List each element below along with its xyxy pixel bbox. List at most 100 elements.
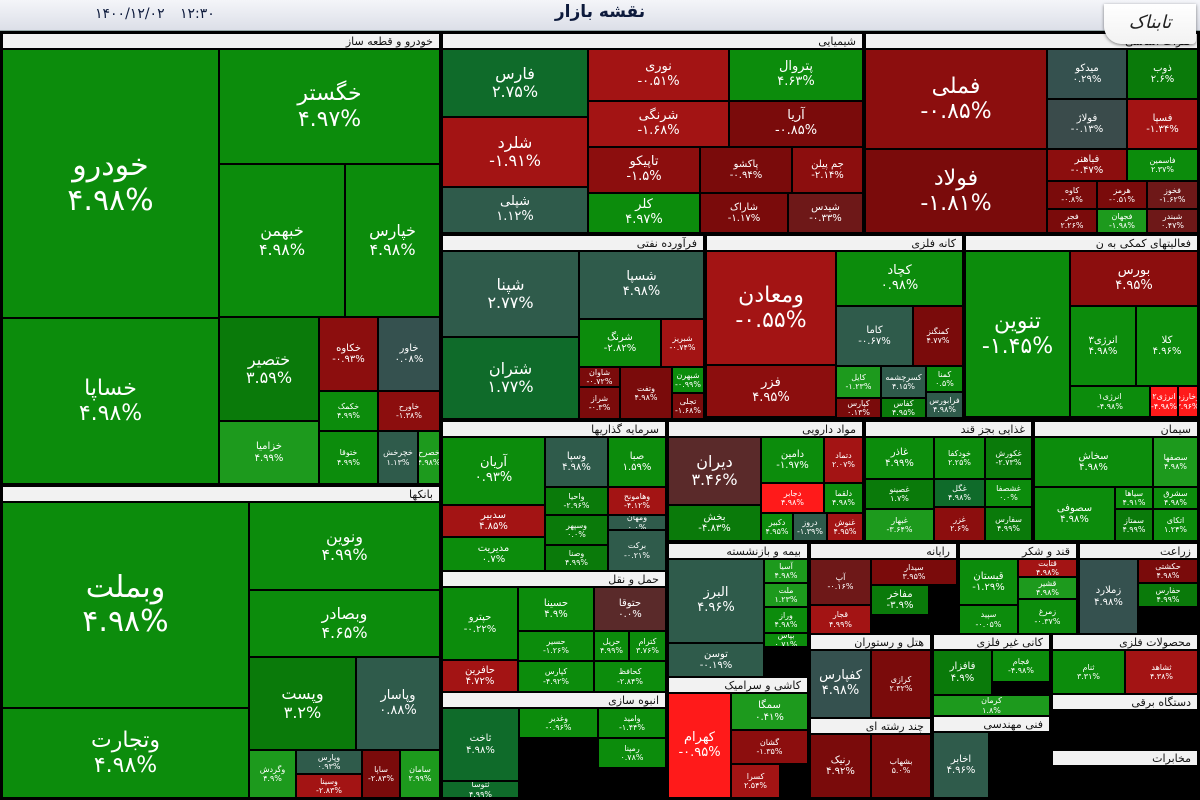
stock-tile[interactable]: کاما -۰.۶۷% <box>836 306 913 366</box>
stock-tile[interactable]: نوری -۰.۵۱% <box>588 49 729 101</box>
stock-tile[interactable]: مدیریت ۰.۷% <box>442 537 545 571</box>
stock-tile[interactable]: کفپارس ۴.۹۸% <box>810 650 871 718</box>
stock-tile[interactable]: سمگا ۰.۴۱% <box>731 693 808 730</box>
stock-tile[interactable]: تاپیکو -۱.۵% <box>588 147 700 193</box>
stock-tile[interactable]: قجار ۴.۹۹% <box>810 605 871 634</box>
sector-header[interactable]: بانکها <box>2 486 440 502</box>
stock-tile[interactable]: حکشتی ۴.۹۸% <box>1138 559 1198 583</box>
stock-tile[interactable]: بپاس ۰.۷۱% <box>764 633 808 647</box>
stock-tile[interactable]: اتکای ۱.۲۴% <box>1153 509 1198 541</box>
stock-tile[interactable]: کرازی ۲.۳۲% <box>871 650 931 718</box>
stock-tile[interactable]: غاذر ۴.۹۹% <box>865 437 934 479</box>
stock-tile[interactable]: دروز -۱.۳۹% <box>793 513 827 541</box>
stock-tile[interactable]: کهرام -۰.۹۵% <box>668 693 731 798</box>
sector-header[interactable]: کانه فلزی <box>706 235 963 251</box>
stock-tile[interactable]: کحافظ -۲.۸۴% <box>594 661 666 692</box>
stock-tile[interactable]: وپست ۳.۲% <box>249 657 356 750</box>
stock-tile[interactable]: فملی -۰.۸۵% <box>865 49 1047 149</box>
stock-tile[interactable]: گشان -۱.۳۵% <box>731 730 808 764</box>
stock-tile[interactable]: غبهار -۳.۶۴% <box>865 509 934 541</box>
stock-tile[interactable]: خپارس ۴.۹۸% <box>345 164 440 317</box>
stock-tile[interactable]: ثاخت ۴.۹۸% <box>442 708 519 781</box>
sector-header[interactable]: بیمه و بازنشسته <box>668 543 808 559</box>
stock-tile[interactable]: ملت ۱.۲۳% <box>764 583 808 607</box>
stock-tile[interactable]: فخوز -۱.۶۲% <box>1147 181 1198 209</box>
stock-tile[interactable]: کسرچشمه ۴.۱۵% <box>881 366 926 398</box>
stock-tile[interactable]: شرنگ -۲.۸۲% <box>579 319 661 367</box>
stock-tile[interactable]: تجلی -۱.۶۸% <box>672 393 704 419</box>
stock-tile[interactable]: ثشاهد ۴.۳۸% <box>1125 650 1198 694</box>
sector-header[interactable]: زراعت <box>1079 543 1198 559</box>
sector-header[interactable]: حمل و نقل <box>442 571 666 587</box>
stock-tile[interactable]: خاورح -۱.۳۸% <box>378 391 440 431</box>
stock-tile[interactable]: خزامیا ۴.۹۹% <box>219 421 319 484</box>
stock-tile[interactable]: غشصفا ۰.۰% <box>985 479 1032 507</box>
stock-tile[interactable]: فولاژ -۰.۱۳% <box>1047 99 1127 149</box>
stock-tile[interactable]: فجام -۴.۹۸% <box>992 650 1050 682</box>
stock-tile[interactable]: فولاد -۱.۸۱% <box>865 149 1047 233</box>
stock-tile[interactable]: فسپا -۱.۳۴% <box>1127 99 1198 149</box>
sector-header[interactable]: غذایی بجز قند <box>865 421 1032 437</box>
stock-tile[interactable]: شرنگی -۱.۶۸% <box>588 101 729 147</box>
stock-tile[interactable]: فزر ۴.۹۵% <box>706 365 836 417</box>
stock-tile[interactable]: بخش -۴.۸۳% <box>668 505 761 541</box>
sector-header[interactable]: چند رشته ای <box>810 718 931 734</box>
stock-tile[interactable]: وسینا -۲.۸۳% <box>296 774 362 798</box>
sector-header[interactable]: فرآورده نفتی <box>442 235 704 251</box>
stock-tile[interactable]: خودرو ۴.۹۸% <box>2 49 219 318</box>
stock-tile[interactable]: وغدیر -۰.۹۶% <box>519 708 598 738</box>
stock-tile[interactable]: وپارس ۰.۹۳% <box>296 750 362 774</box>
stock-tile[interactable]: فجهان -۱.۹۸% <box>1097 209 1147 233</box>
stock-tile[interactable]: شبندر ۰.۴۷% <box>1147 209 1198 233</box>
stock-tile[interactable]: کرمان ۱.۸% <box>933 695 1050 716</box>
stock-tile[interactable]: سپید -۰.۰۵% <box>959 605 1018 634</box>
sector-header[interactable]: فعالیتهای کمکی به ن <box>965 235 1198 251</box>
stock-tile[interactable]: خبهمن ۴.۹۸% <box>219 164 345 317</box>
sector-header[interactable]: دستگاه برقی <box>1052 694 1198 710</box>
stock-tile[interactable]: سیدار ۳.۹۵% <box>871 559 957 585</box>
stock-tile[interactable]: ختصیر ۳.۵۹% <box>219 317 319 421</box>
stock-tile[interactable]: قشیر ۴.۹۸% <box>1018 577 1077 599</box>
stock-tile[interactable]: خچرخش ۱.۱۳% <box>378 431 418 484</box>
stock-tile[interactable]: رنیک ۴.۹۲% <box>810 734 871 798</box>
stock-tile[interactable]: فباهنر -۰.۴۷% <box>1047 149 1127 181</box>
stock-tile[interactable]: بشهاب ۵.۰% <box>871 734 931 798</box>
stock-tile[interactable]: آسیا ۴.۹۸% <box>764 559 808 583</box>
sector-header[interactable]: خودرو و قطعه ساز <box>2 33 440 49</box>
stock-tile[interactable]: وسپا ۴.۹۸% <box>545 437 608 487</box>
stock-tile[interactable]: جم پیلن -۲.۱۴% <box>792 147 863 193</box>
stock-tile[interactable]: وهامونح -۴.۱۲% <box>608 487 666 515</box>
sector-header[interactable]: سرمایه گذاریها <box>442 421 666 437</box>
stock-tile[interactable]: کاوه -۰.۸% <box>1047 181 1097 209</box>
stock-tile[interactable]: کفاس ۴.۹۵% <box>881 398 926 418</box>
stock-tile[interactable]: آریا -۰.۸۵% <box>729 101 863 147</box>
stock-tile[interactable]: سیاها ۴.۹۱% <box>1115 487 1153 509</box>
stock-tile[interactable]: سمتاز ۴.۹۹% <box>1115 509 1153 541</box>
stock-tile[interactable]: کلا ۴.۹۶% <box>1136 306 1198 386</box>
stock-tile[interactable]: میدکو ۰.۲۹% <box>1047 49 1127 99</box>
stock-tile[interactable]: کایل -۱.۲۳% <box>836 366 881 398</box>
stock-tile[interactable]: خصرح ۴.۹۸% <box>418 431 440 484</box>
stock-tile[interactable]: شپلی ۱.۱۲% <box>442 187 588 233</box>
stock-tile[interactable]: حسینا ۴.۹% <box>518 587 594 631</box>
stock-tile[interactable]: ثتوسا ۴.۹۹% <box>442 781 519 798</box>
stock-tile[interactable]: خاور ۰.۰۸% <box>378 317 440 391</box>
sector-header[interactable]: انبوه سازی <box>442 692 666 708</box>
stock-tile[interactable]: دجابر ۴.۹۸% <box>761 483 824 513</box>
sector-header[interactable]: مواد دارویی <box>668 421 863 437</box>
stock-tile[interactable]: ساپا -۲.۸۳% <box>362 750 400 798</box>
stock-tile[interactable]: غگل ۴.۹۸% <box>934 479 985 507</box>
stock-tile[interactable]: زمرغ -۰.۳۷% <box>1018 599 1077 634</box>
stock-tile[interactable]: وبملت ۴.۹۸% <box>2 502 249 708</box>
stock-tile[interactable]: زملارد ۴.۹۸% <box>1079 559 1138 634</box>
sector-header[interactable]: مخابرات <box>1052 750 1198 766</box>
stock-tile[interactable]: کسرا ۲.۵۴% <box>731 764 780 798</box>
stock-tile[interactable]: ثنام ۳.۳۱% <box>1052 650 1125 694</box>
stock-tile[interactable]: ومهان ۰.۰% <box>608 515 666 530</box>
stock-tile[interactable]: کپارس ۰.۱۳% <box>836 398 881 418</box>
stock-tile[interactable]: سخاش ۴.۹۸% <box>1034 437 1153 487</box>
stock-tile[interactable]: وبصادر ۴.۶۵% <box>249 590 440 657</box>
stock-tile[interactable]: فجر ۲.۲۶% <box>1047 209 1097 233</box>
stock-tile[interactable]: البرز ۴.۹۶% <box>668 559 764 643</box>
stock-tile[interactable]: خکمک ۴.۹۹% <box>319 391 378 431</box>
